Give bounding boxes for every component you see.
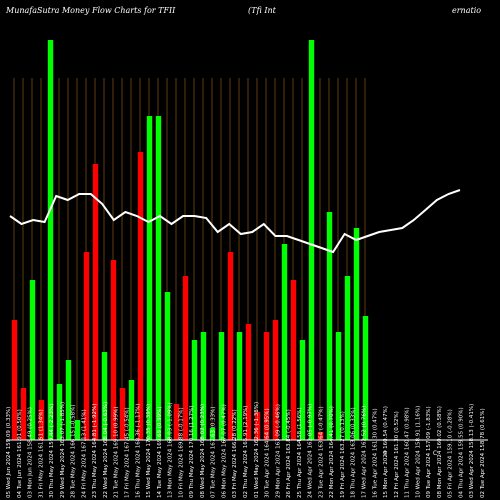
x-tick-label: 19 Fri Apr 2024 163.27 (0.13%) <box>340 411 346 498</box>
bar-up <box>335 332 342 440</box>
bar-up <box>29 280 36 440</box>
bar-up <box>56 384 63 440</box>
x-tick-label: 09 Thu May 2024 170.16 (1.27%) <box>189 406 195 498</box>
bar-down <box>137 152 144 440</box>
bar-down <box>92 164 99 440</box>
bar-up <box>326 212 333 440</box>
x-tick-label: 04 Tue Jun 2024 161.91 (0.50%) <box>17 409 23 498</box>
x-tick-label: 29 Wed May 2024 163.07 (-1.85%) <box>60 402 66 498</box>
x-tick-label: 09 Tue Apr 2024 157.09 (-1.83%) <box>426 406 432 498</box>
x-tick-label: 02 Tue Apr 2024 158.78 (0.61%) <box>480 408 486 498</box>
bar-down <box>254 412 261 440</box>
bar-up <box>146 116 153 440</box>
x-tick-label: 17 Fri May 2024 167.45 (-0.54%) <box>125 407 131 498</box>
x-tick-label: 15 Mon Apr 2024 160.54 (0.47%) <box>383 406 389 498</box>
money-flow-line <box>9 189 461 254</box>
bar-up <box>191 340 198 440</box>
x-tick-label: 07 Tue May 2024 167.63 (0.33%) <box>211 406 217 498</box>
bar-up <box>344 276 351 440</box>
x-tick-label: 28 Tue May 2024 166.15 (-0.58%) <box>71 405 77 499</box>
bar-down <box>110 260 117 440</box>
bar-up <box>299 340 306 440</box>
bar-down <box>182 276 189 440</box>
x-tick-label: 06 Mon May 2024 167.07 (0.47%) <box>222 404 228 498</box>
x-tick-label: 26 Fri Apr 2024 163.84 (-0.45%) <box>286 409 292 498</box>
bar-up <box>155 116 162 440</box>
x-tick-label: 13 Mon May 2024 168.03 (-1.09%) <box>168 402 174 498</box>
x-tick-label: 10 Fri May 2024 169.88 (-0.17%) <box>178 407 184 498</box>
bar-up <box>218 332 225 440</box>
chart-title: MunafaSutra Money Flow Charts for TFII (… <box>5 6 481 15</box>
bar-up <box>236 332 243 440</box>
x-tick-label: 03 Wed Apr 2024 158.13 (-0.41%) <box>469 404 475 498</box>
x-tick-label: 05 Fri Apr 2024 159.10 (-0.28%) <box>448 409 454 498</box>
bar-up <box>101 352 108 440</box>
x-tick-label: 24 Fri May 2024 167.13 (1.41%) <box>81 409 87 498</box>
bar-down <box>263 332 270 440</box>
x-tick-label: 11 Thu Apr 2024 160.47 (0.98%) <box>405 407 411 498</box>
bar-down <box>83 252 90 440</box>
bar-down <box>38 400 45 440</box>
bar-up <box>65 360 72 440</box>
extra-label-c: C <box>433 450 437 457</box>
bar-up <box>200 332 207 440</box>
bar-up <box>47 40 54 440</box>
x-tick-label: 31 Fri May 2024 161.51 (1.34%) <box>38 409 44 498</box>
bar-up <box>353 228 360 440</box>
bar-down <box>317 432 324 440</box>
x-tick-label: 23 Thu May 2024 164.81 (-1.92%) <box>92 404 98 498</box>
bar-down <box>20 388 27 440</box>
x-tick-label: 30 Thu May 2024 159.44 (-2.23%) <box>49 404 55 498</box>
x-tick-label: 03 Mon Jun 2024 158.49 (0.25%) <box>28 407 34 498</box>
x-tick-label: 02 Thu May 2024 165.91 (2.19%) <box>243 406 249 498</box>
extra-label-zero: 0 <box>383 450 387 457</box>
x-tick-label: 16 Tue Apr 2024 161.30 (0.47%) <box>372 408 378 498</box>
x-tick-label: 08 Mon Apr 2024 160.02 (0.58%) <box>437 406 443 498</box>
chart-bars <box>11 40 369 440</box>
x-tick-label: 03 Fri May 2024 166.28 (0.22%) <box>232 409 238 498</box>
bar-up <box>164 292 171 440</box>
x-tick-label: 29 Mon Apr 2024 163.09 (-0.46%) <box>275 404 281 498</box>
x-tick-label: 22 Mon Apr 2024 164.41 (0.70%) <box>329 406 335 498</box>
x-tick-label: 10 Wed Apr 2024 158.91 (1.16%) <box>415 406 421 498</box>
x-tick-label: 12 Fri Apr 2024 161.30 (0.52%) <box>394 411 400 498</box>
bar-down <box>119 388 126 440</box>
bar-up <box>362 316 369 440</box>
bar-down <box>227 252 234 440</box>
x-tick-label: 15 Wed May 2024 170.35 (0.39%) <box>146 404 152 498</box>
title-company: (Tfi Int <box>248 6 277 15</box>
x-tick-label: 21 Tue May 2024 169.10 (0.99%) <box>114 406 120 498</box>
bar-down <box>245 324 252 440</box>
x-tick-label: 04 Thu Apr 2024 159.55 (0.90%) <box>459 407 465 498</box>
bar-up <box>128 380 135 440</box>
bar-down <box>173 404 180 440</box>
x-tick-label: 18 Thu Apr 2024 163.06 (0.33%) <box>351 407 357 498</box>
x-tick-label: 30 Tue Apr 2024 164.64 (0.95%) <box>265 408 271 498</box>
bar-down <box>290 280 297 440</box>
extra-labels: 0 C <box>383 450 437 457</box>
x-tick-label: 22 Wed May 2024 168.04 (-0.63%) <box>103 402 109 498</box>
x-tick-label: 05 Wed Jun 2024 159.09 (0.33%) <box>6 407 12 498</box>
bar-down <box>11 320 18 440</box>
x-tick-label: 14 Tue May 2024 169.69 (0.99%) <box>157 406 163 498</box>
x-tick-label: 01 Wed May 2024 162.36 (-1.38%) <box>254 402 260 498</box>
bar-up <box>74 420 81 440</box>
x-tick-label: 17 Wed Apr 2024 162.52 (0.76%) <box>362 406 368 498</box>
x-tick-label: 25 Thu Apr 2024 164.58 (1.56%) <box>297 407 303 498</box>
title-company-suffix: ernatio <box>452 6 481 15</box>
bar-up <box>209 428 216 440</box>
x-tick-label: 08 Wed May 2024 168.02 (0.23%) <box>200 404 206 498</box>
x-tick-label: 24 Wed Apr 2024 162.05 (-0.97%) <box>308 404 314 498</box>
x-tick-label: 16 Thu May 2024 168.36 (-1.17%) <box>135 404 141 498</box>
x-tick-label: 23 Tue Apr 2024 163.64 (-0.47%) <box>318 406 324 498</box>
title-main: MunafaSutra Money Flow Charts for TFII <box>5 6 176 15</box>
bar-down <box>272 320 279 440</box>
x-axis-labels: 05 Wed Jun 2024 159.09 (0.33%) 04 Tue Jun… <box>6 402 486 498</box>
bar-up <box>308 40 315 440</box>
bar-up <box>281 244 288 440</box>
